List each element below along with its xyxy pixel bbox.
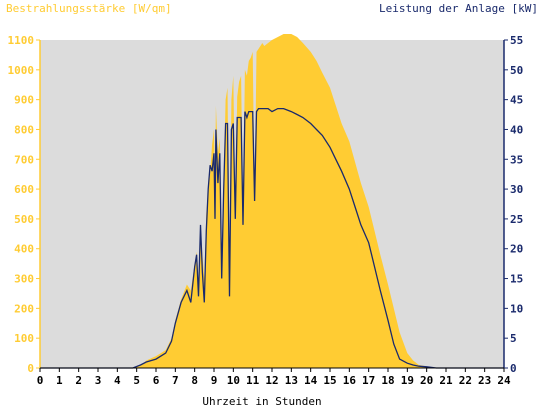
right-tick-label: 25	[510, 213, 523, 226]
power-line	[40, 107, 504, 369]
x-tick-label: 12	[265, 374, 278, 387]
left-tick-label: 800	[14, 123, 34, 136]
x-tick-label: 18	[381, 374, 394, 387]
x-tick-label: 2	[75, 374, 82, 387]
power-line-layer	[40, 107, 504, 369]
right-tick-label: 20	[510, 243, 523, 256]
right-tick-label: 35	[510, 153, 523, 166]
right-tick-label: 10	[510, 302, 523, 315]
x-tick-label: 10	[227, 374, 240, 387]
right-tick-label: 45	[510, 94, 523, 107]
right-tick-label: 30	[510, 183, 523, 196]
x-tick-label: 1	[56, 374, 63, 387]
left-tick-label: 300	[14, 273, 34, 286]
left-tick-label: 400	[14, 243, 34, 256]
x-tick-label: 19	[401, 374, 414, 387]
x-axis: 0 1 2 3 4 5 6 7 8 9 10 11 12 13 14 15 16 17 18 19 20 21 22 23 24	[37, 367, 511, 387]
x-tick-label: 0	[37, 374, 44, 387]
x-tick-label: 24	[497, 374, 511, 387]
x-tick-label: 9	[211, 374, 218, 387]
right-tick-label: 5	[510, 332, 517, 345]
x-axis-label: Uhrzeit in Stunden	[202, 395, 321, 408]
left-tick-label: 100	[14, 332, 34, 345]
left-tick-label: 1000	[8, 64, 35, 77]
irradiance-area-layer	[40, 34, 504, 368]
left-axis-title: Bestrahlungsstärke [W/qm]	[6, 2, 172, 15]
left-y-axis: 0 100 200 300 400 500 600 700 800 900 1000 1100	[8, 34, 41, 375]
x-tick-label: 21	[439, 374, 453, 387]
x-tick-label: 16	[343, 374, 357, 387]
left-tick-label: 900	[14, 94, 34, 107]
x-tick-label: 3	[95, 374, 102, 387]
x-tick-label: 13	[285, 374, 298, 387]
x-tick-label: 11	[246, 374, 260, 387]
x-tick-label: 23	[478, 374, 491, 387]
x-tick-label: 20	[420, 374, 433, 387]
x-tick-label: 6	[153, 374, 160, 387]
x-tick-label: 5	[133, 374, 140, 387]
right-tick-label: 40	[510, 123, 523, 136]
x-tick-label: 22	[459, 374, 472, 387]
x-tick-label: 8	[191, 374, 198, 387]
left-tick-label: 600	[14, 183, 34, 196]
left-tick-label: 700	[14, 153, 34, 166]
x-tick-label: 17	[362, 374, 375, 387]
x-tick-label: 4	[114, 374, 121, 387]
x-tick-label: 14	[304, 374, 318, 387]
right-tick-label: 15	[510, 273, 523, 286]
right-y-axis: 0 5 10 15 20 25 30 35 40 45 50 55	[503, 34, 523, 375]
right-tick-label: 50	[510, 64, 523, 77]
irradiance-area	[40, 34, 504, 368]
left-tick-label: 0	[27, 362, 34, 375]
left-tick-label: 200	[14, 302, 34, 315]
left-tick-label: 1100	[8, 34, 35, 47]
right-axis-title: Leistung der Anlage [kW]	[379, 2, 538, 15]
left-tick-label: 500	[14, 213, 34, 226]
right-tick-label: 55	[510, 34, 523, 47]
x-tick-label: 7	[172, 374, 179, 387]
right-tick-label: 0	[510, 362, 517, 375]
x-tick-label: 15	[323, 374, 336, 387]
